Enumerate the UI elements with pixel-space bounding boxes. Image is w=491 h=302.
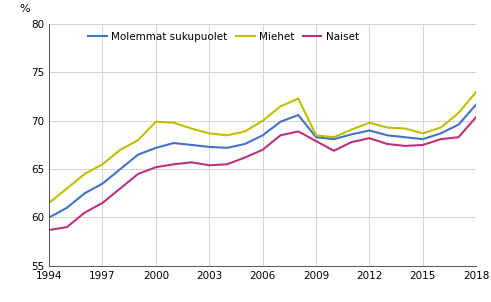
Molemmat sukupuolet [242,142,248,146]
Molemmat sukupuolet [384,133,390,137]
Naiset [313,139,319,143]
Naiset [117,187,123,190]
Miehet [277,104,283,108]
Miehet [367,121,373,124]
Naiset [473,115,479,119]
Naiset [331,149,337,153]
Molemmat sukupuolet [135,153,141,156]
Line: Miehet: Miehet [49,92,476,203]
Molemmat sukupuolet [296,113,301,117]
Molemmat sukupuolet [206,145,212,149]
Miehet [100,162,106,166]
Naiset [367,137,373,140]
Molemmat sukupuolet [171,141,177,145]
Legend: Molemmat sukupuolet, Miehet, Naiset: Molemmat sukupuolet, Miehet, Naiset [88,32,358,42]
Naiset [224,162,230,166]
Molemmat sukupuolet [153,146,159,150]
Molemmat sukupuolet [402,135,408,139]
Miehet [260,119,266,123]
Molemmat sukupuolet [46,216,52,219]
Naiset [46,228,52,232]
Naiset [82,211,87,214]
Miehet [349,128,355,131]
Miehet [82,172,87,176]
Miehet [46,201,52,205]
Naiset [420,143,426,147]
Miehet [117,148,123,152]
Molemmat sukupuolet [349,133,355,136]
Line: Naiset: Naiset [49,117,476,230]
Naiset [64,225,70,229]
Molemmat sukupuolet [82,191,87,195]
Naiset [260,148,266,152]
Miehet [331,135,337,139]
Miehet [402,127,408,130]
Naiset [242,156,248,159]
Naiset [456,135,462,139]
Miehet [189,127,194,130]
Miehet [153,120,159,124]
Naiset [153,165,159,169]
Molemmat sukupuolet [456,123,462,127]
Naiset [296,130,301,133]
Miehet [64,187,70,190]
Miehet [206,132,212,135]
Molemmat sukupuolet [117,167,123,171]
Miehet [473,90,479,94]
Molemmat sukupuolet [313,135,319,139]
Miehet [171,121,177,124]
Molemmat sukupuolet [367,129,373,132]
Miehet [456,111,462,115]
Naiset [189,161,194,164]
Molemmat sukupuolet [100,182,106,185]
Naiset [349,140,355,144]
Molemmat sukupuolet [189,143,194,147]
Miehet [420,132,426,135]
Miehet [313,133,319,137]
Molemmat sukupuolet [64,206,70,210]
Miehet [384,126,390,129]
Molemmat sukupuolet [224,146,230,150]
Naiset [402,144,408,148]
Molemmat sukupuolet [277,120,283,124]
Naiset [206,163,212,167]
Text: %: % [19,5,30,14]
Miehet [242,130,248,133]
Miehet [135,138,141,142]
Molemmat sukupuolet [260,133,266,137]
Molemmat sukupuolet [438,132,444,135]
Naiset [100,201,106,205]
Miehet [224,133,230,137]
Molemmat sukupuolet [473,103,479,106]
Molemmat sukupuolet [331,137,337,141]
Naiset [438,137,444,141]
Molemmat sukupuolet [420,137,426,141]
Naiset [277,133,283,137]
Naiset [135,172,141,176]
Miehet [296,97,301,100]
Naiset [171,162,177,166]
Miehet [438,126,444,129]
Line: Molemmat sukupuolet: Molemmat sukupuolet [49,104,476,217]
Naiset [384,142,390,146]
